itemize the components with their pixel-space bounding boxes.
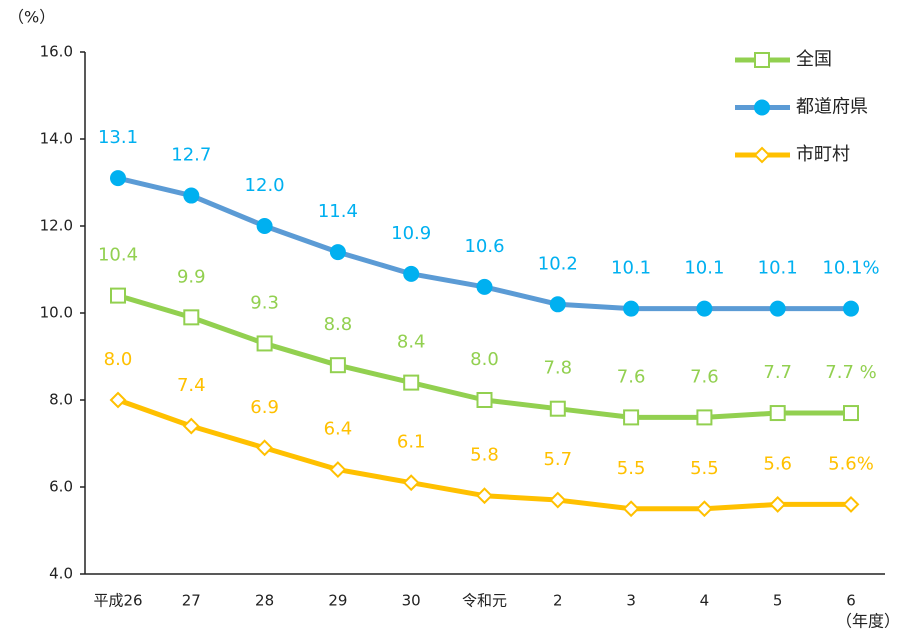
- x-tick-label: 令和元: [462, 592, 507, 610]
- data-point: [549, 491, 567, 509]
- value-label: 8.4: [397, 332, 426, 353]
- data-point: [329, 357, 346, 374]
- data-point: [842, 495, 860, 513]
- y-tick-label: 10.0: [40, 304, 73, 322]
- value-label: 5.7: [543, 449, 572, 470]
- data-point: [769, 300, 786, 317]
- y-tick-label: 12.0: [40, 217, 73, 235]
- legend-marker: [754, 52, 770, 68]
- x-tick-label: 3: [626, 592, 636, 610]
- x-tick-label: 28: [255, 592, 274, 610]
- x-tick-label: 平成26: [93, 592, 142, 610]
- data-point: [695, 500, 713, 518]
- value-label: 9.9: [177, 266, 206, 287]
- data-point: [183, 187, 200, 204]
- y-tick-label: 8.0: [49, 391, 73, 409]
- value-label: 10.1%: [822, 258, 879, 279]
- x-tick-label: 29: [328, 592, 347, 610]
- value-label: 10.9: [391, 223, 431, 244]
- data-point: [549, 400, 566, 417]
- legend-label: 都道府県: [796, 97, 868, 118]
- data-point: [549, 296, 566, 313]
- data-point: [696, 300, 713, 317]
- value-label: 5.5: [690, 458, 719, 479]
- y-tick-label: 6.0: [49, 478, 73, 496]
- data-point: [256, 335, 273, 352]
- data-point: [403, 374, 420, 391]
- data-point: [843, 300, 859, 317]
- value-label: 10.1: [758, 258, 798, 279]
- value-label: 6.9: [250, 397, 279, 418]
- legend-marker: [753, 146, 771, 164]
- value-label: 10.6: [464, 236, 504, 257]
- data-point: [256, 439, 274, 457]
- legend-label: 市町村: [796, 144, 850, 165]
- data-point: [843, 405, 859, 422]
- value-label: 10.2: [538, 253, 578, 274]
- data-point: [402, 474, 420, 492]
- x-tick-label: 30: [402, 592, 421, 610]
- data-point: [623, 300, 640, 317]
- value-label: 8.8: [324, 314, 353, 335]
- data-point: [183, 309, 200, 326]
- y-tick-label: 14.0: [40, 130, 73, 148]
- value-label: 10.1: [684, 258, 724, 279]
- value-label: 6.4: [324, 419, 353, 440]
- x-tick-label: 5: [773, 592, 783, 610]
- data-point: [476, 392, 493, 408]
- value-label: 9.3: [250, 292, 279, 313]
- value-label: 10.4: [98, 245, 138, 266]
- value-label: 5.8: [470, 445, 499, 466]
- value-label: 5.6%: [828, 453, 874, 474]
- data-point: [696, 409, 713, 426]
- value-label: 12.0: [245, 175, 285, 196]
- value-label: 7.8: [543, 358, 572, 379]
- value-label: 7.7: [763, 362, 792, 383]
- data-point: [622, 500, 640, 518]
- value-label: 6.1: [397, 432, 426, 453]
- data-point: [769, 405, 786, 422]
- value-label: 5.5: [617, 458, 646, 479]
- data-point: [109, 391, 127, 409]
- x-tick-label: 6: [846, 592, 856, 610]
- x-axis-label: （年度）: [836, 612, 900, 631]
- x-tick-label: 27: [182, 592, 201, 610]
- value-label: 13.1: [98, 127, 138, 148]
- value-label: 7.7 %: [825, 362, 876, 383]
- value-label: 7.6: [617, 366, 646, 387]
- data-point: [769, 495, 787, 513]
- data-point: [623, 409, 640, 426]
- legend-label: 全国: [796, 49, 832, 70]
- value-label: 10.1: [611, 258, 651, 279]
- data-point: [256, 218, 273, 234]
- value-label: 12.7: [171, 145, 211, 166]
- legend-marker: [754, 99, 770, 116]
- data-point: [110, 170, 126, 187]
- x-tick-label: 2: [553, 592, 563, 610]
- data-point: [182, 417, 200, 435]
- data-point: [476, 278, 493, 295]
- y-axis-label: （%）: [8, 8, 55, 27]
- value-label: 8.0: [470, 349, 499, 370]
- data-point: [329, 461, 347, 479]
- data-point: [476, 487, 493, 505]
- value-label: 11.4: [318, 201, 358, 222]
- y-tick-label: 4.0: [49, 565, 73, 583]
- y-tick-label: 16.0: [40, 43, 73, 61]
- value-label: 7.6: [690, 366, 719, 387]
- value-label: 7.4: [177, 375, 206, 396]
- value-label: 8.0: [104, 349, 133, 370]
- x-tick-label: 4: [700, 592, 710, 610]
- data-point: [110, 287, 126, 304]
- value-label: 5.6: [763, 453, 792, 474]
- data-point: [329, 244, 346, 261]
- data-point: [403, 265, 420, 282]
